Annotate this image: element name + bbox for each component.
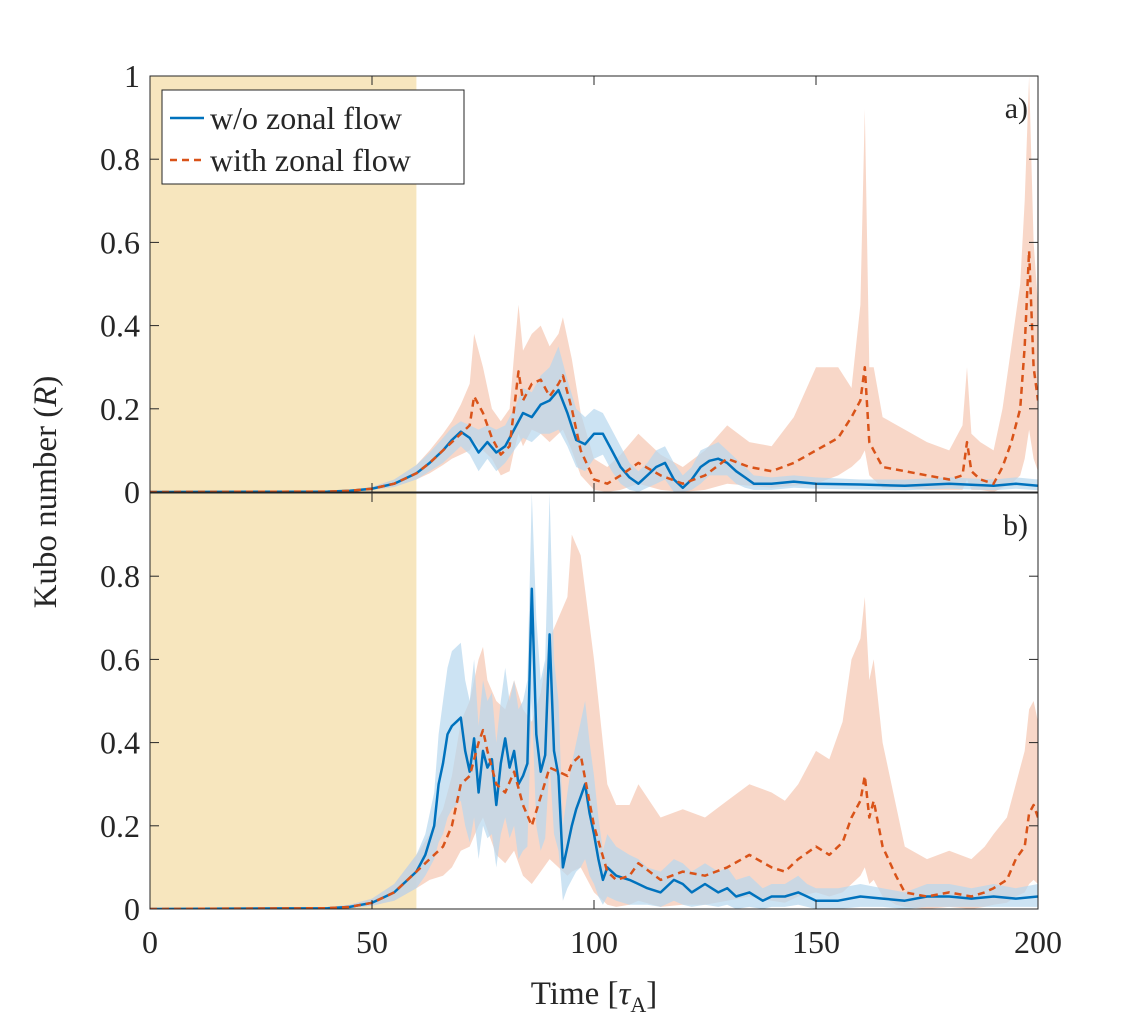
panel-b-line-wo-zonal <box>150 587 1038 909</box>
panel-b-band-with-zonal <box>150 534 1038 909</box>
y-axis-label-main: Kubo number ( <box>28 407 64 609</box>
x-axis-label: Time [τA] <box>531 976 657 1017</box>
panel-b-ytick-label: 0.6 <box>100 641 140 677</box>
y-axis-label-var: R <box>28 387 64 408</box>
panel-a-ticks: 0 0.2 0.4 0.6 0.8 1 <box>100 58 1039 510</box>
panel-b-xtick-label: 50 <box>356 924 388 960</box>
panel-b <box>150 493 1038 909</box>
panel-b-xtick-label: 200 <box>1014 924 1062 960</box>
panel-a-line-with-zonal <box>150 249 1038 492</box>
panel-a-label: a) <box>1005 92 1028 125</box>
legend-label-blue: w/o zonal flow <box>210 100 402 136</box>
panel-a-ytick-label: 0 <box>124 474 140 510</box>
x-axis-label-main: Time [ <box>531 976 619 1012</box>
x-axis-label-end: ] <box>646 976 657 1012</box>
panel-a-band-with-zonal <box>150 76 1038 492</box>
panel-b-ytick-label: 0.4 <box>100 725 140 761</box>
legend-box <box>161 89 465 185</box>
panel-a-ytick-label: 0.2 <box>100 391 140 427</box>
panel-b-xtick-label: 0 <box>142 924 158 960</box>
panel-a-line-wo-zonal <box>150 388 1038 492</box>
y-axis-label-end: ) <box>28 376 64 387</box>
panel-b-ytick-label: 0 <box>124 891 140 927</box>
panel-b-ytick-label: 0.8 <box>100 558 140 594</box>
panel-b-line-with-zonal <box>150 728 1038 909</box>
panel-a-ytick-label: 0.8 <box>100 141 140 177</box>
panel-b-xtick-label: 100 <box>570 924 618 960</box>
panel-a-ytick-label: 1 <box>124 58 140 94</box>
x-axis-label-tau: τ <box>619 976 632 1012</box>
x-axis-label-sub: A <box>630 992 646 1017</box>
panel-a-ytick-label: 0.4 <box>100 308 140 344</box>
panel-a-ytick-label: 0.6 <box>100 224 140 260</box>
panel-b-ytick-label: 0.2 <box>100 808 140 844</box>
panel-b-label: b) <box>1003 509 1028 542</box>
legend-label-orange: with zonal flow <box>210 142 411 178</box>
panel-b-band-wo-zonal <box>150 493 1038 909</box>
panel-a-band-wo-zonal <box>150 346 1038 492</box>
panel-b-ticks: 0 0.2 0.4 0.6 0.8 0 50 100 150 200 <box>100 493 1062 960</box>
y-axis-label: Kubo number (R) <box>28 376 64 609</box>
panel-b-shaded-region <box>150 493 417 909</box>
panel-b-xtick-label: 150 <box>792 924 840 960</box>
legend: w/o zonal flow with zonal flow <box>161 89 465 185</box>
